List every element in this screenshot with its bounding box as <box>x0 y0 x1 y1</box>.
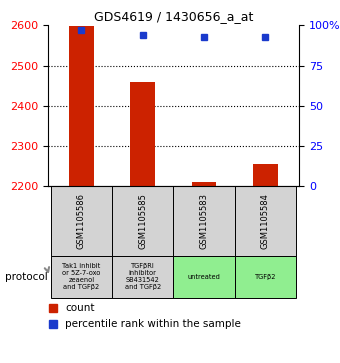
Text: TGFβRI
inhibitor
SB431542
and TGFβ2: TGFβRI inhibitor SB431542 and TGFβ2 <box>124 264 161 290</box>
Text: Tak1 inhibit
or 5Z-7-oxo
zeaenol
and TGFβ2: Tak1 inhibit or 5Z-7-oxo zeaenol and TGF… <box>62 264 101 290</box>
Bar <box>112 186 173 256</box>
Text: TGFβ2: TGFβ2 <box>255 274 276 280</box>
Text: count: count <box>65 303 95 313</box>
Bar <box>173 186 235 256</box>
Text: GSM1105583: GSM1105583 <box>200 193 208 249</box>
Bar <box>69 26 94 363</box>
Bar <box>131 82 155 363</box>
Bar <box>51 256 112 298</box>
Bar <box>192 182 216 363</box>
Bar <box>253 164 278 363</box>
Text: GSM1105584: GSM1105584 <box>261 193 270 249</box>
Text: untreated: untreated <box>188 274 221 280</box>
Text: GSM1105586: GSM1105586 <box>77 193 86 249</box>
Text: percentile rank within the sample: percentile rank within the sample <box>65 319 241 329</box>
Title: GDS4619 / 1430656_a_at: GDS4619 / 1430656_a_at <box>94 10 253 23</box>
Text: GSM1105585: GSM1105585 <box>138 193 147 249</box>
Bar <box>235 256 296 298</box>
Text: protocol: protocol <box>5 272 48 282</box>
Bar <box>173 256 235 298</box>
Bar <box>235 186 296 256</box>
Bar <box>51 186 112 256</box>
Bar <box>112 256 173 298</box>
